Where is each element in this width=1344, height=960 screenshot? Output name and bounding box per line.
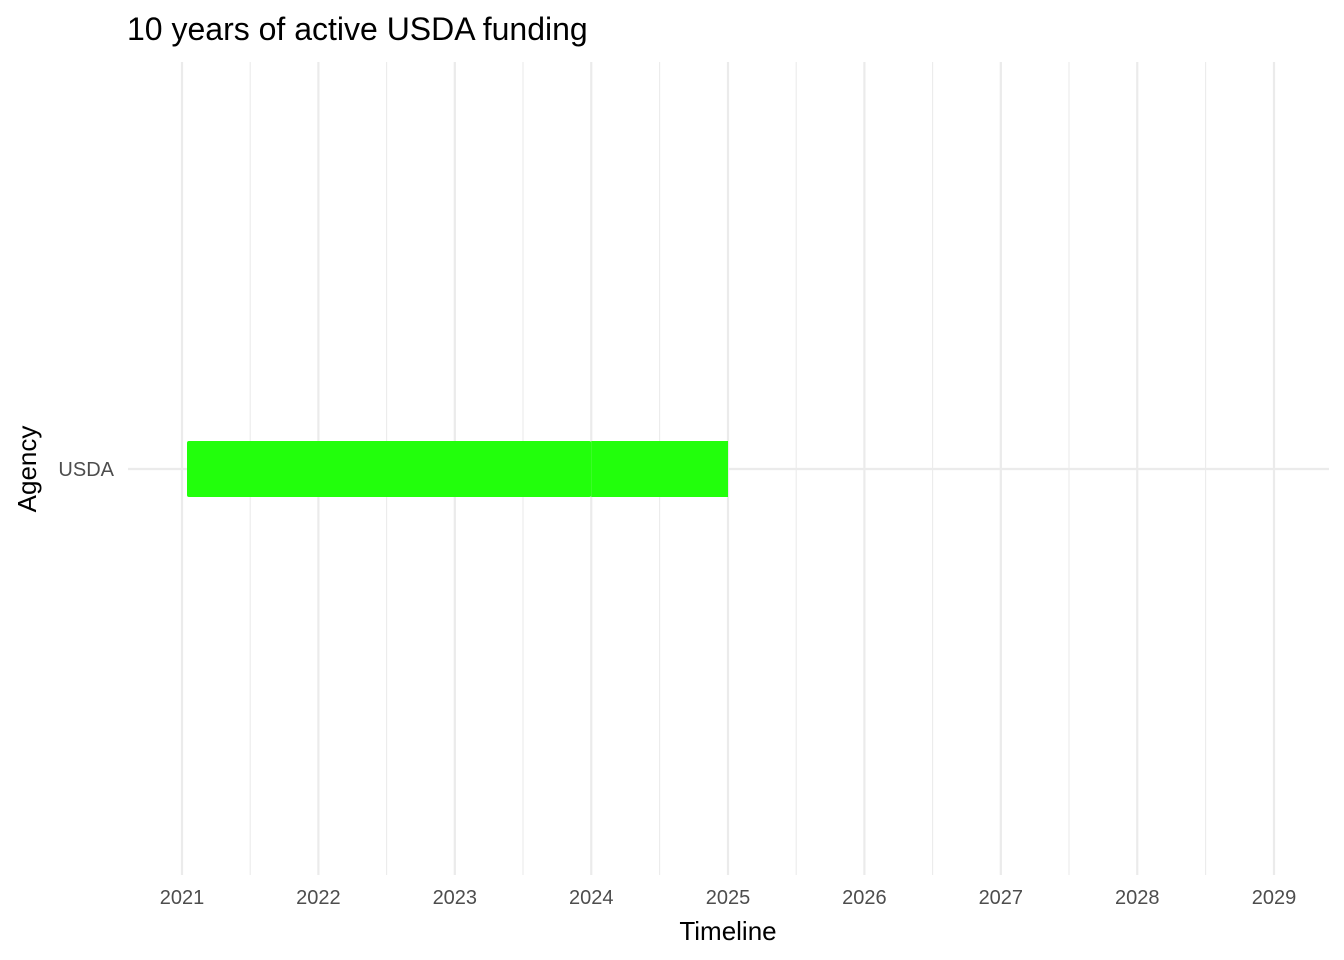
x-tick-2021: 2021 [160,887,205,909]
x-tick-2027: 2027 [979,887,1024,909]
chart-title: 10 years of active USDA funding [127,11,588,47]
timeline-segments [187,441,728,497]
timeline-segment [591,441,728,497]
x-tick-2025: 2025 [706,887,751,909]
x-tick-2022: 2022 [296,887,341,909]
x-tick-2023: 2023 [433,887,478,909]
timeline-segment [187,441,592,497]
x-tick-2028: 2028 [1115,887,1160,909]
x-tick-2029: 2029 [1252,887,1297,909]
x-tick-2024: 2024 [569,887,614,909]
x-tick-2026: 2026 [842,887,887,909]
x-axis-title: Timeline [679,916,776,946]
y-axis-title: Agency [12,426,42,513]
y-tick-labels: USDA [58,459,114,481]
y-tick-usda: USDA [58,459,114,481]
x-tick-labels: 2021 2022 2023 2024 2025 2026 2027 2028 2029 [160,887,1297,909]
